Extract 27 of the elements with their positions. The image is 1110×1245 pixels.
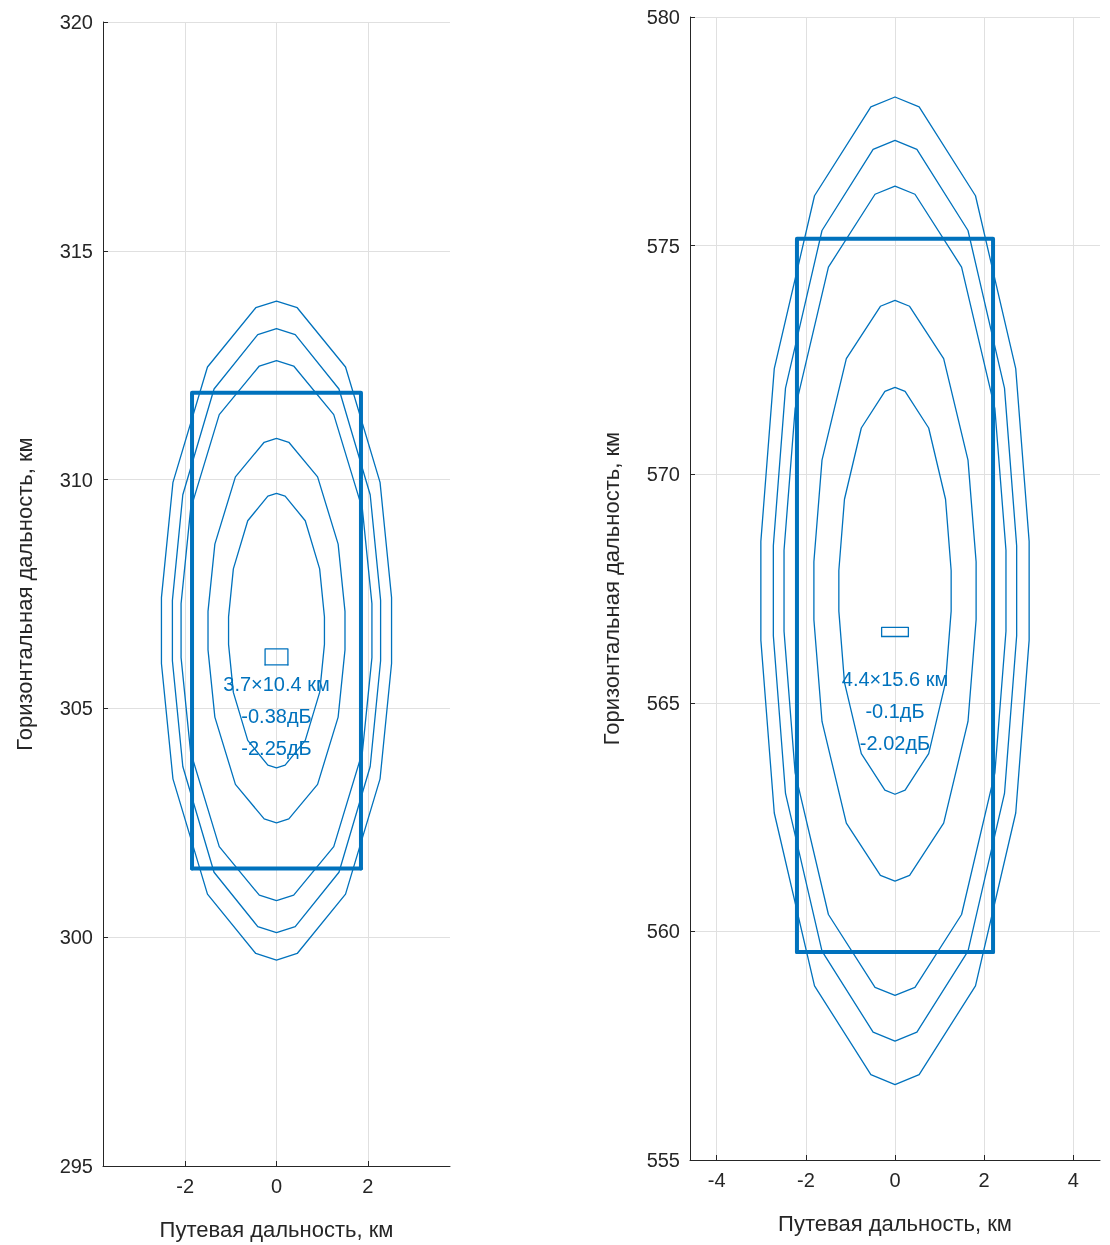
y-tick-label: 555 xyxy=(646,1149,680,1171)
x-tick-label: -2 xyxy=(176,1175,195,1197)
annotation: -0.38дБ xyxy=(241,705,312,727)
x-axis-title: Путевая дальность, км xyxy=(778,1210,1012,1236)
y-axis-title: Горизонтальная дальность, км xyxy=(11,437,37,751)
x-tick-label: 4 xyxy=(1067,1169,1079,1191)
x-axis-title: Путевая дальность, км xyxy=(159,1216,394,1242)
y-tick-label: 575 xyxy=(646,234,680,257)
y-tick-label: 315 xyxy=(59,239,93,262)
x-tick-label: 0 xyxy=(889,1169,901,1191)
annotation: -2.02дБ xyxy=(859,731,931,754)
x-tick-label: -2 xyxy=(796,1169,815,1191)
y-tick-label: 295 xyxy=(59,1155,93,1177)
y-tick-label: 305 xyxy=(59,697,93,720)
y-tick-label: 320 xyxy=(59,11,93,33)
y-axis-title: Горизонтальная дальность, км xyxy=(598,431,624,746)
y-tick-label: 570 xyxy=(646,463,680,486)
x-tick-label: 0 xyxy=(270,1175,283,1197)
y-tick-label: 580 xyxy=(646,6,680,28)
y-tick-label: 560 xyxy=(646,920,680,943)
annotation: -0.1дБ xyxy=(865,699,925,722)
y-tick-label: 565 xyxy=(646,691,680,714)
y-tick-label: 310 xyxy=(59,468,93,491)
x-tick-label: 2 xyxy=(978,1169,990,1191)
y-tick-label: 300 xyxy=(59,926,93,949)
x-tick-label: 2 xyxy=(362,1175,374,1197)
x-tick-label: -4 xyxy=(707,1169,726,1191)
